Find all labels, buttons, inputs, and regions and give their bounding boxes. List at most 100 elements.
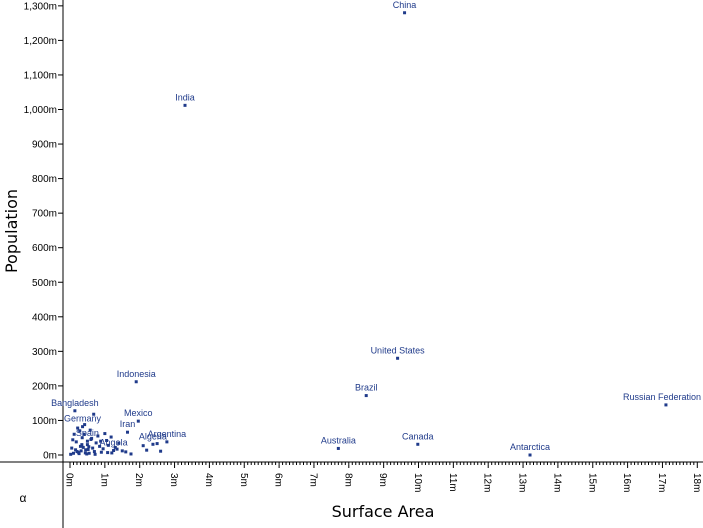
data-point xyxy=(115,447,119,451)
data-point xyxy=(117,441,121,445)
data-point xyxy=(86,447,90,451)
x-tick-label: 5m xyxy=(238,473,249,487)
data-point xyxy=(98,444,102,448)
data-point xyxy=(71,451,75,455)
data-point xyxy=(106,451,110,455)
point-label: Canada xyxy=(402,431,434,441)
data-point xyxy=(71,438,75,442)
y-tick-label: 700m xyxy=(32,209,57,220)
point-label: Bangladesh xyxy=(51,398,99,408)
point-label: Mexico xyxy=(124,408,153,418)
data-point xyxy=(90,436,94,440)
data-point xyxy=(91,446,95,450)
y-tick-label: 1,000m xyxy=(24,105,57,116)
data-point xyxy=(109,435,113,439)
x-tick-label: 3m xyxy=(168,473,179,487)
data-point-argentina xyxy=(165,440,169,444)
data-point-russian-federation xyxy=(664,403,668,407)
y-tick-label: 100m xyxy=(32,416,57,427)
data-point xyxy=(159,449,163,453)
data-point xyxy=(74,448,78,452)
data-point xyxy=(141,444,145,448)
data-point xyxy=(76,426,80,430)
point-label: Brazil xyxy=(355,383,378,393)
data-point xyxy=(78,429,82,433)
point-label: Iran xyxy=(120,419,136,429)
data-point-angola xyxy=(112,449,116,453)
data-point-algeria xyxy=(151,442,155,446)
data-point xyxy=(94,441,98,445)
data-point xyxy=(85,443,89,447)
x-tick-label: 10m xyxy=(412,473,423,492)
data-points: China India United States Indonesia Brazil Ru… xyxy=(51,0,701,457)
x-tick-label: 18m xyxy=(691,473,702,492)
data-point xyxy=(76,450,80,454)
data-point xyxy=(72,432,76,436)
x-tick-label: 8m xyxy=(342,473,353,487)
data-point xyxy=(80,436,84,440)
data-point xyxy=(105,438,109,442)
data-point xyxy=(92,412,96,416)
data-point-iran xyxy=(126,430,130,434)
data-point xyxy=(82,432,86,436)
x-tick-label: 4m xyxy=(203,473,214,487)
x-tick-label: 1m xyxy=(98,473,109,487)
data-point xyxy=(78,444,82,448)
data-point xyxy=(93,452,97,456)
data-point-china xyxy=(403,11,407,15)
data-point xyxy=(99,439,103,443)
data-point-brazil xyxy=(364,394,368,398)
data-point-germany xyxy=(81,425,85,429)
data-point-india xyxy=(183,103,187,107)
x-tick-label: 11m xyxy=(447,473,458,492)
data-point xyxy=(101,447,105,451)
data-point xyxy=(83,451,87,455)
data-point xyxy=(99,450,103,454)
data-point xyxy=(92,450,96,454)
point-label: United States xyxy=(371,345,426,355)
x-axis-ticks: 0m 1m 2m 3m 4m 5m 6m 7m 8m 9m 10m 11m 12m 13m 14m 15m 16… xyxy=(64,462,702,492)
y-tick-label: 300m xyxy=(32,347,57,358)
data-point-indonesia xyxy=(134,380,138,384)
data-point xyxy=(74,440,78,444)
y-tick-label: 400m xyxy=(32,312,57,323)
data-point-australia xyxy=(336,446,340,450)
data-point xyxy=(87,451,91,455)
data-point xyxy=(88,428,92,432)
point-label: Argentina xyxy=(148,429,187,439)
data-point xyxy=(120,449,124,453)
data-point xyxy=(124,450,128,454)
corner-label: α xyxy=(20,491,27,505)
y-tick-label: 600m xyxy=(32,243,57,254)
y-tick-label: 900m xyxy=(32,140,57,151)
x-tick-label: 6m xyxy=(273,473,284,487)
data-point xyxy=(87,445,91,449)
data-point xyxy=(79,449,83,453)
data-point-bangladesh xyxy=(73,409,77,413)
data-point xyxy=(106,443,110,447)
y-tick-label: 1,300m xyxy=(24,1,57,12)
x-tick-label: 16m xyxy=(621,473,632,492)
x-tick-label: 15m xyxy=(586,473,597,492)
y-tick-label: 0m xyxy=(43,451,57,462)
x-tick-label: 13m xyxy=(517,473,528,492)
y-axis-title: Population xyxy=(2,189,21,273)
data-point-antarctica xyxy=(528,453,532,457)
point-label: China xyxy=(393,0,417,10)
data-point xyxy=(145,448,149,452)
point-label: Indonesia xyxy=(117,369,156,379)
data-point xyxy=(69,452,73,456)
data-point-canada xyxy=(416,442,420,446)
data-point-mexico xyxy=(136,419,140,423)
y-tick-label: 1,100m xyxy=(24,70,57,81)
y-tick-label: 800m xyxy=(32,174,57,185)
data-point xyxy=(81,445,85,449)
x-tick-label: 7m xyxy=(307,473,318,487)
data-point xyxy=(103,432,107,436)
data-point xyxy=(129,452,133,456)
data-point xyxy=(113,445,117,449)
y-tick-label: 500m xyxy=(32,278,57,289)
data-point xyxy=(80,443,84,447)
point-label: Algeria xyxy=(139,431,167,441)
